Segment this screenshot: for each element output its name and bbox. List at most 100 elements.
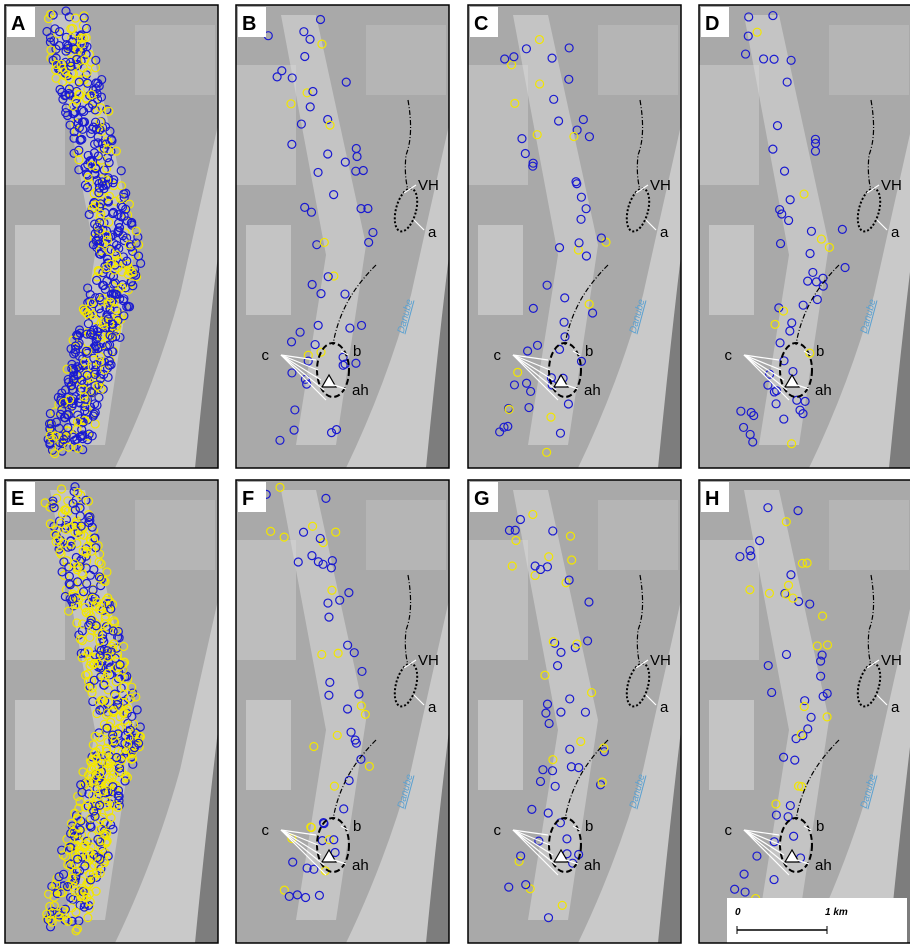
- scatterer: [63, 916, 73, 926]
- scatterer: [92, 222, 102, 232]
- scatterer: [66, 893, 76, 903]
- scatterer: [62, 915, 72, 925]
- scatterer: [356, 754, 366, 764]
- map: [5, 480, 218, 943]
- arrow: [743, 829, 790, 876]
- scatterer: [120, 776, 130, 786]
- scatterer: [128, 759, 138, 769]
- scatterer: [286, 99, 296, 109]
- area-a: [625, 187, 651, 233]
- arrow: [635, 184, 649, 194]
- scatterer: [351, 738, 361, 748]
- scatterer: [114, 800, 124, 810]
- scatterer: [560, 293, 570, 303]
- scatterer: [88, 199, 99, 209]
- scatterer: [528, 158, 538, 168]
- arrow: [743, 354, 782, 371]
- scatterer: [84, 683, 94, 693]
- arrow: [743, 829, 785, 856]
- scatterer: [566, 762, 576, 772]
- scatterer: [774, 303, 784, 313]
- arrow: [413, 219, 425, 231]
- scatterer: [46, 419, 56, 429]
- scatterer: [81, 49, 91, 59]
- scatterer: [113, 227, 123, 238]
- annotation: ah: [352, 382, 369, 399]
- field: [246, 700, 291, 790]
- scatterer: [100, 673, 110, 683]
- scatterer: [299, 27, 309, 37]
- scatterer: [84, 904, 94, 914]
- scatterer: [71, 907, 81, 917]
- scatterer: [504, 525, 515, 535]
- arrow: [803, 825, 812, 831]
- scatterer: [88, 411, 98, 421]
- scatterer: [516, 851, 526, 861]
- scatterer: [42, 26, 52, 37]
- scatterer: [71, 840, 81, 850]
- scatterer: [543, 808, 553, 818]
- scatterer: [127, 220, 137, 230]
- scatterer: [124, 732, 134, 743]
- scatterer: [59, 435, 69, 445]
- scatterer: [509, 380, 520, 390]
- scatterer: [72, 538, 82, 548]
- panel-border: [467, 479, 682, 944]
- scatterer: [317, 39, 327, 49]
- scatterer: [115, 660, 125, 670]
- scatterer: [275, 482, 285, 492]
- scatterer: [542, 447, 552, 457]
- scatterer: [92, 333, 102, 344]
- scatterer: [104, 806, 114, 816]
- scatterer: [85, 681, 95, 691]
- scatterer: [90, 783, 100, 793]
- scatterer: [52, 873, 62, 884]
- scatterer: [64, 579, 74, 589]
- scatterer: [50, 449, 60, 459]
- scatterer: [78, 445, 88, 455]
- scatterer: [805, 599, 815, 609]
- scatterer: [503, 421, 513, 431]
- scatterer: [134, 240, 144, 250]
- scatterer: [822, 688, 832, 699]
- arrow: [280, 829, 319, 846]
- annotation: ah: [584, 382, 601, 399]
- scatterer: [58, 850, 68, 860]
- annotation: VH: [881, 177, 902, 194]
- scatterer: [745, 429, 755, 440]
- scatterer: [69, 558, 80, 569]
- scatterer: [76, 387, 86, 397]
- scatterer: [306, 822, 316, 832]
- scatterer: [51, 879, 61, 889]
- scatterer: [532, 130, 542, 140]
- scatterer: [795, 405, 805, 415]
- scatterer: [63, 44, 73, 54]
- scatterer: [83, 541, 93, 552]
- scatterer: [527, 804, 537, 814]
- scatterer: [108, 626, 118, 636]
- scatterer: [743, 31, 753, 41]
- scatterer: [314, 890, 325, 900]
- scatterer: [764, 369, 775, 379]
- scatterer: [109, 616, 119, 626]
- field: [468, 65, 528, 185]
- scatterer: [793, 781, 804, 791]
- scatterer: [95, 636, 105, 646]
- scatterer: [784, 215, 794, 226]
- scatterer: [79, 842, 89, 852]
- scatterer: [102, 567, 112, 577]
- scatterer: [554, 243, 565, 253]
- scatterer: [122, 256, 132, 266]
- scatterer: [817, 611, 828, 621]
- annotation: a: [428, 699, 437, 716]
- scatterer: [101, 800, 111, 810]
- scatterer: [584, 132, 595, 142]
- scatterer: [67, 37, 78, 47]
- scatterer: [113, 632, 123, 642]
- field: [709, 225, 754, 315]
- scatterer: [327, 585, 337, 595]
- scatterer: [335, 595, 345, 605]
